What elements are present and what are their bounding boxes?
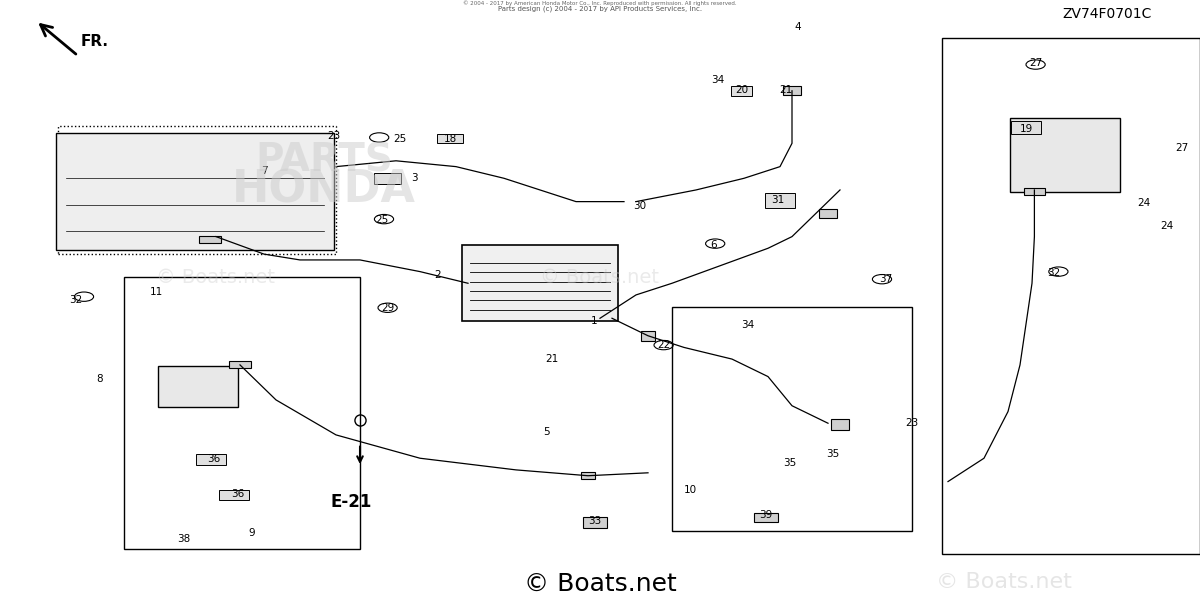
Text: 7: 7	[260, 167, 268, 176]
Text: 24: 24	[1136, 198, 1151, 208]
Bar	[199, 236, 221, 243]
Text: 30: 30	[634, 201, 646, 211]
Text: © 2004 - 2017 by American Honda Motor Co., Inc. Reproduced with permission. All : © 2004 - 2017 by American Honda Motor Co…	[463, 1, 737, 6]
Text: PARTS: PARTS	[256, 142, 392, 180]
Bar	[830, 419, 850, 430]
Text: 3: 3	[410, 173, 418, 183]
Text: 32: 32	[68, 295, 83, 305]
FancyBboxPatch shape	[462, 246, 618, 321]
Text: 4: 4	[794, 22, 802, 32]
Text: HONDA: HONDA	[232, 168, 416, 211]
Bar	[672, 307, 912, 531]
Text: © Boats.net: © Boats.net	[936, 572, 1072, 592]
Bar	[124, 277, 360, 549]
Text: 8: 8	[96, 374, 103, 385]
Text: 27: 27	[1028, 58, 1043, 68]
Text: E-21: E-21	[330, 493, 371, 511]
Text: 19: 19	[1019, 124, 1033, 134]
Bar	[641, 331, 655, 341]
Text: 31: 31	[770, 195, 785, 205]
Text: 25: 25	[392, 134, 407, 144]
Bar	[197, 454, 226, 465]
Bar	[942, 38, 1200, 555]
Text: 38: 38	[176, 534, 191, 544]
Text: 27: 27	[1175, 143, 1189, 153]
Text: 21: 21	[779, 84, 793, 95]
Bar	[731, 86, 752, 96]
Text: 32: 32	[1046, 268, 1061, 278]
Bar	[784, 86, 802, 95]
Text: 5: 5	[542, 427, 550, 437]
Text: 35: 35	[826, 449, 840, 459]
FancyBboxPatch shape	[158, 366, 238, 407]
Bar	[58, 126, 336, 254]
Text: 37: 37	[878, 274, 893, 283]
Text: FR.: FR.	[80, 34, 108, 49]
Text: 34: 34	[710, 75, 725, 85]
Text: © Boats.net: © Boats.net	[523, 572, 677, 596]
Text: 23: 23	[326, 131, 341, 141]
Text: 24: 24	[1159, 221, 1174, 231]
Text: 29: 29	[380, 302, 395, 313]
Text: 23: 23	[905, 418, 919, 428]
Text: 10: 10	[684, 485, 696, 495]
Text: 18: 18	[443, 134, 457, 144]
Text: © Boats.net: © Boats.net	[540, 268, 660, 287]
Text: 36: 36	[230, 489, 245, 500]
FancyBboxPatch shape	[56, 133, 334, 250]
Bar	[818, 209, 838, 217]
Bar	[437, 134, 463, 143]
Text: 35: 35	[782, 458, 797, 468]
Text: 39: 39	[758, 510, 773, 521]
Text: 6: 6	[710, 240, 718, 250]
Text: 21: 21	[545, 354, 559, 364]
Text: 36: 36	[206, 455, 221, 464]
Text: 20: 20	[736, 84, 748, 95]
Text: Parts design (c) 2004 - 2017 by API Products Services, Inc.: Parts design (c) 2004 - 2017 by API Prod…	[498, 5, 702, 12]
Bar	[754, 513, 778, 522]
Bar	[581, 472, 595, 479]
Bar	[1010, 121, 1042, 134]
Text: 22: 22	[656, 340, 671, 349]
Bar	[583, 516, 607, 528]
Text: ZV74F0701C: ZV74F0701C	[1063, 7, 1152, 21]
Bar	[766, 193, 796, 208]
FancyBboxPatch shape	[1010, 118, 1120, 192]
Bar	[220, 490, 250, 500]
Text: 9: 9	[248, 528, 256, 538]
Text: 33: 33	[588, 516, 602, 526]
Bar	[1024, 187, 1045, 195]
Text: 2: 2	[434, 270, 442, 280]
Bar	[374, 173, 401, 183]
Text: © Boats.net: © Boats.net	[156, 268, 276, 287]
Text: 1: 1	[590, 316, 598, 326]
Bar	[229, 361, 251, 368]
Text: 11: 11	[149, 287, 163, 297]
Text: 34: 34	[740, 320, 755, 330]
Text: 25: 25	[374, 215, 389, 225]
